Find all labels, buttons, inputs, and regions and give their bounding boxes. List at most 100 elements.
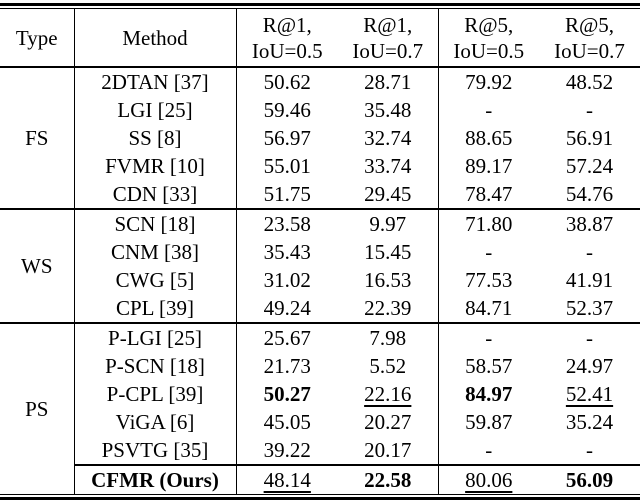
value-cell: 20.17 <box>364 437 412 462</box>
value-cell: - <box>437 238 539 266</box>
results-table: Type Method R@1, IoU=0.5 R@1, IoU=0.7 R@… <box>0 9 640 494</box>
value-cell: 25.67 <box>235 322 338 352</box>
value-cell: 88.65 <box>437 124 539 152</box>
value-cell: - <box>437 322 539 352</box>
value-cell: - <box>539 322 640 352</box>
method-cell: P-LGI [25] <box>73 322 236 352</box>
value-cell: 52.37 <box>565 295 614 320</box>
value-cell: - <box>437 96 539 124</box>
value-cell: 84.97 <box>437 380 539 408</box>
value-cell: 52.41 <box>565 381 614 406</box>
type-cell-ps: PS <box>0 322 74 494</box>
type-cell-fs: FS <box>25 125 49 150</box>
method-cell: SS [8] <box>73 124 236 152</box>
value-cell: 35.43 <box>235 238 338 266</box>
method-cell: CWG [5] <box>73 266 236 294</box>
header-r5-iou05: R@5, IoU=0.5 <box>437 9 539 68</box>
value-cell: 33.74 <box>364 153 412 178</box>
value-cell: 5.52 <box>369 353 407 378</box>
method-cell: SCN [18] <box>73 208 236 238</box>
method-cell-ours: CFMR (Ours) <box>73 464 236 494</box>
table-row: CNM [38] 35.43 15.45 - - <box>0 238 640 266</box>
table-row: FVMR [10] 55.01 33.74 89.17 57.24 <box>0 152 640 180</box>
header-line1: R@1, <box>363 12 413 37</box>
method-cell: CPL [39] <box>73 294 236 323</box>
value-cell: 23.58 <box>235 208 338 238</box>
value-cell: 84.71 <box>437 294 539 323</box>
value-cell: - <box>586 239 593 264</box>
value-cell: 77.53 <box>437 266 539 294</box>
value-cell: - <box>586 97 593 122</box>
value-cell: 29.45 <box>364 181 412 206</box>
value-cell: 54.76 <box>565 181 614 206</box>
value-cell: 41.91 <box>565 267 614 292</box>
table-top-rule <box>0 3 640 9</box>
table-row: PS P-LGI [25] 25.67 7.98 - - <box>0 322 640 494</box>
value-cell: 38.87 <box>539 208 640 238</box>
header-line2: IoU=0.5 <box>453 38 525 63</box>
value-cell: 48.52 <box>565 69 614 94</box>
value-cell: 50.62 <box>235 67 338 96</box>
header-line2: IoU=0.7 <box>352 38 424 63</box>
value-cell: 56.97 <box>235 124 338 152</box>
value-cell: 55.01 <box>235 152 338 180</box>
value-cell: - <box>437 436 539 465</box>
value-cell: 35.24 <box>565 409 614 434</box>
value-cell: 28.71 <box>364 69 412 94</box>
value-cell: 56.09 <box>539 464 640 494</box>
value-cell: 21.73 <box>235 352 338 380</box>
table-row: SS [8] 56.97 32.74 88.65 56.91 <box>0 124 640 152</box>
value-cell: 80.06 <box>437 464 539 494</box>
header-method: Method <box>73 9 236 68</box>
value-cell: 22.16 <box>364 381 412 406</box>
value-cell: 31.02 <box>235 266 338 294</box>
header-type: Type <box>0 9 74 68</box>
table-row: P-SCN [18] 21.73 5.52 58.57 24.97 <box>0 352 640 380</box>
table-row: PSVTG [35] 39.22 20.17 - - <box>0 436 640 465</box>
header-r5-iou07: R@5, IoU=0.7 <box>539 9 640 68</box>
method-cell: 2DTAN [37] <box>73 67 236 96</box>
table-row: P-CPL [39] 50.27 22.16 84.97 52.41 <box>0 380 640 408</box>
value-cell: 79.92 <box>437 67 539 96</box>
value-cell: 59.87 <box>437 408 539 436</box>
value-cell: 15.45 <box>364 239 412 264</box>
value-cell: 56.91 <box>565 125 614 150</box>
value-cell: 22.39 <box>364 295 412 320</box>
table-row: CPL [39] 49.24 22.39 84.71 52.37 <box>0 294 640 323</box>
value-cell: 32.74 <box>364 125 412 150</box>
value-cell: 45.05 <box>235 408 338 436</box>
header-line1: R@5, <box>464 12 514 37</box>
value-cell: 89.17 <box>437 152 539 180</box>
header-line1: R@5, <box>564 12 615 37</box>
table-row: CWG [5] 31.02 16.53 77.53 41.91 <box>0 266 640 294</box>
method-cell: CNM [38] <box>73 238 236 266</box>
value-cell: 51.75 <box>235 180 338 209</box>
value-cell: 71.80 <box>437 208 539 238</box>
header-r1-iou07: R@1, IoU=0.7 <box>338 9 438 68</box>
method-cell: PSVTG [35] <box>73 436 236 465</box>
method-cell: FVMR [10] <box>73 152 236 180</box>
method-cell: LGI [25] <box>73 96 236 124</box>
method-cell: P-SCN [18] <box>73 352 236 380</box>
value-cell: 22.58 <box>338 464 438 494</box>
table-row: WS SCN [18] 23.58 9.97 71.80 38.87 <box>0 208 640 323</box>
value-cell: - <box>586 437 593 462</box>
value-cell: 50.27 <box>235 380 338 408</box>
value-cell: 20.27 <box>364 409 412 434</box>
value-cell: 39.22 <box>235 436 338 465</box>
table-row: CDN [33] 51.75 29.45 78.47 54.76 <box>0 180 640 209</box>
table-row: FS 2DTAN [37] 50.62 28.71 79.92 48.52 <box>0 67 640 150</box>
header-row: Type Method R@1, IoU=0.5 R@1, IoU=0.7 R@… <box>0 9 640 68</box>
header-line1: R@1, <box>262 12 312 37</box>
value-cell: 57.24 <box>565 153 614 178</box>
value-cell: 49.24 <box>235 294 338 323</box>
method-cell: ViGA [6] <box>73 408 236 436</box>
table-row: ViGA [6] 45.05 20.27 59.87 35.24 <box>0 408 640 436</box>
value-cell: 16.53 <box>364 267 412 292</box>
value-cell: 59.46 <box>235 96 338 124</box>
method-cell: CDN [33] <box>73 180 236 209</box>
header-line2: IoU=0.5 <box>251 38 323 63</box>
table-bottom-rule <box>0 494 640 500</box>
value-cell: 7.98 <box>338 322 438 352</box>
